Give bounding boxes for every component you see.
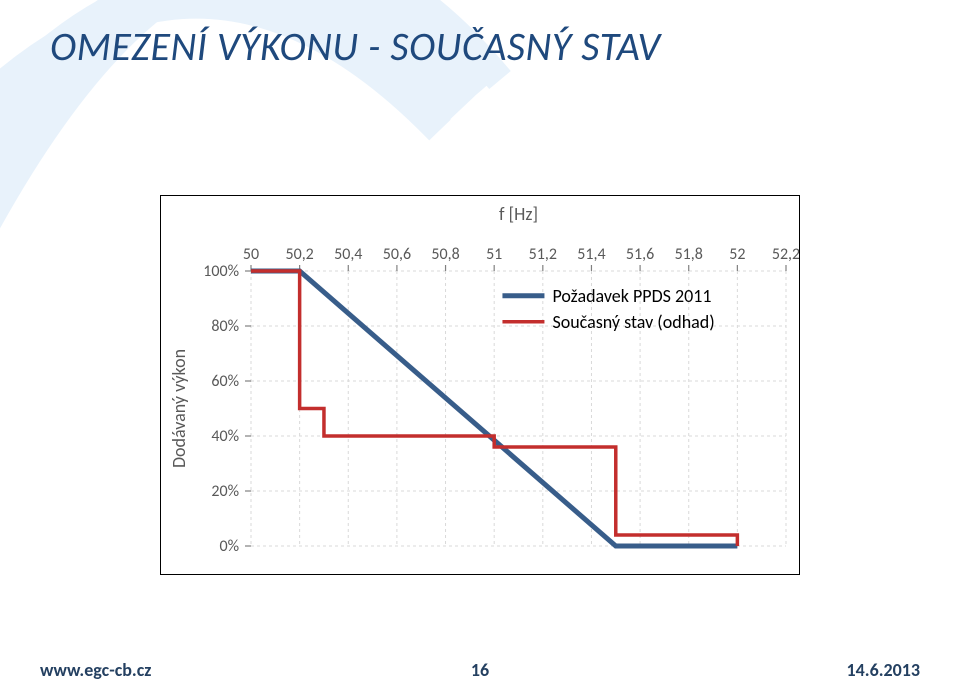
- x-tick-label: 52,2: [772, 245, 799, 264]
- y-tick-label: 40%: [211, 427, 239, 446]
- chart-svg: f [Hz] 50 50,2 50,4 50,6 50,8 51 51,2 51,4 51,6 51…: [161, 196, 799, 574]
- x-tick-label: 52: [729, 245, 745, 264]
- x-tick-label: 50,6: [383, 245, 411, 264]
- x-axis-title: f [Hz]: [499, 203, 538, 225]
- x-tick-label: 50,8: [431, 245, 459, 264]
- page-title: OMEZENÍ VÝKONU - SOUČASNÝ STAV: [50, 22, 661, 71]
- y-tick-label: 20%: [211, 482, 239, 501]
- y-axis-title: Dodávaný výkon: [168, 349, 190, 468]
- y-tick-label: 0%: [219, 537, 239, 556]
- x-tick-label: 51,8: [675, 245, 703, 264]
- footer-page: 16: [471, 659, 489, 681]
- legend-label-0: Požadavek PPDS 2011: [552, 285, 711, 307]
- footer-url: www.egc-cb.cz: [40, 659, 151, 681]
- y-tick-label: 100%: [203, 262, 239, 281]
- legend-label-1: Současný stav (odhad): [552, 311, 714, 333]
- footer: www.egc-cb.cz 16 14.6.2013: [0, 659, 960, 687]
- x-tick-label: 50,4: [334, 245, 362, 264]
- y-tick-label: 60%: [211, 372, 239, 391]
- chart-container: f [Hz] 50 50,2 50,4 50,6 50,8 51 51,2 51,4 51,6 51…: [160, 195, 800, 575]
- footer-date: 14.6.2013: [847, 659, 920, 681]
- x-tick-label: 50,2: [285, 245, 313, 264]
- x-tick-label: 50: [243, 245, 259, 264]
- x-tick-label: 51,4: [577, 245, 605, 264]
- x-tick-label: 51: [486, 245, 502, 264]
- y-tick-label: 80%: [211, 317, 239, 336]
- x-tick-label: 51,2: [529, 245, 557, 264]
- x-tick-label: 51,6: [626, 245, 654, 264]
